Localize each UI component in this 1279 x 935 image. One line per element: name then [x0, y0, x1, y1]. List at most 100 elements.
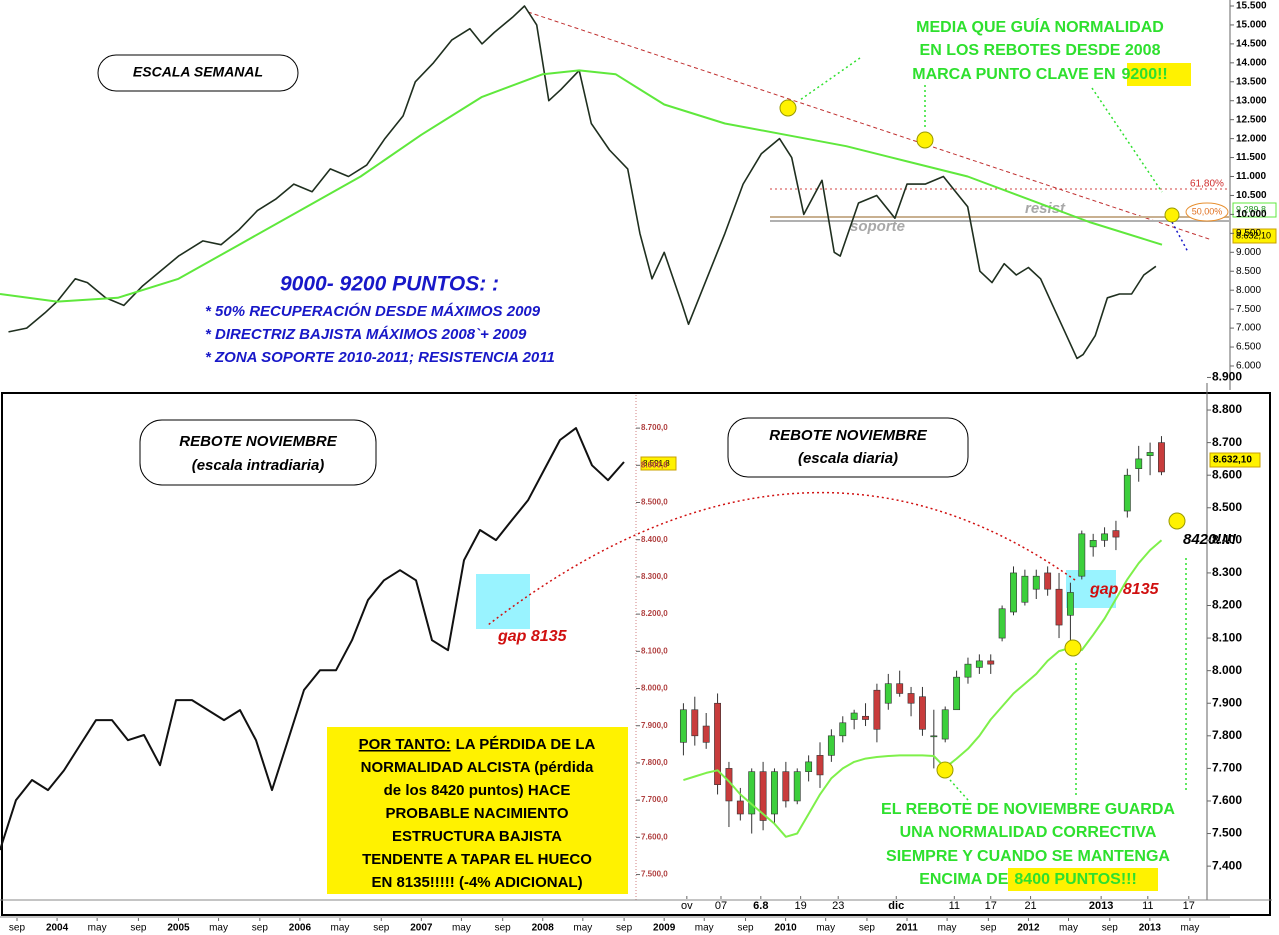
markers	[779, 99, 1186, 779]
x-tick-label: 2007	[410, 923, 433, 934]
candle-body	[850, 712, 858, 720]
candle-body	[759, 771, 767, 821]
support-label: soporte	[850, 218, 905, 235]
candle-body	[1078, 533, 1086, 577]
x-tick-label: ov	[681, 900, 693, 912]
arrow	[799, 57, 1163, 193]
fib-label: 61,80%	[1190, 179, 1224, 190]
y-tick-label: 8.000	[1212, 663, 1242, 677]
candle-body	[1123, 474, 1131, 512]
y-tick-label: 8.900	[1212, 370, 1242, 384]
y-tick-label: 8.300,0	[641, 572, 668, 581]
y-tick-label: 8.200,0	[641, 609, 668, 618]
candle-body	[1032, 575, 1040, 590]
y-tick-label: 7.900,0	[641, 721, 668, 730]
candle-body	[1066, 592, 1074, 616]
x-tick-label: 2012	[1017, 923, 1040, 934]
candle-body	[941, 709, 949, 740]
conclusion-box	[327, 727, 628, 894]
x-tick-label: sep	[1102, 923, 1119, 934]
x-tick-label: may	[209, 923, 228, 934]
fib-marker	[1185, 202, 1229, 222]
x-tick-label: 11	[1142, 900, 1153, 912]
x-tick-label: sep	[495, 923, 512, 934]
marker	[1064, 639, 1082, 657]
x-tick-label: may	[1059, 923, 1078, 934]
candle-body	[975, 660, 983, 668]
price-tag	[1232, 228, 1277, 244]
annotation: MEDIA QUE GUÍA NORMALIDAD	[916, 17, 1164, 36]
y-tick-label: 8.500	[1212, 500, 1242, 514]
candle-body	[1055, 588, 1063, 626]
x-tick-label: 2006	[289, 923, 312, 934]
conclusion-line: PROBABLE NACIMIENTO	[385, 805, 568, 822]
y-tick-label: 15.500	[1236, 1, 1267, 12]
x-tick-label: sep	[130, 923, 147, 934]
y-tick-label: 13.000	[1236, 95, 1267, 106]
candle-body	[1044, 572, 1052, 590]
candle-body	[884, 683, 892, 704]
conclusion-line: ESTRUCTURA BAJISTA	[392, 828, 562, 845]
y-tick-label: 8.200	[1212, 598, 1242, 612]
y-tick-label: 8.600	[1212, 467, 1242, 481]
candle-body	[702, 725, 710, 743]
y-tick-label: 7.600,0	[641, 832, 668, 841]
candle-body	[930, 735, 938, 738]
y-tick-label: 14.500	[1236, 39, 1267, 50]
y-tick-label: 10.500	[1236, 190, 1267, 201]
conclusion-lead: POR TANTO:	[359, 736, 451, 753]
line	[8, 5, 1157, 360]
price-tag	[1209, 452, 1261, 468]
candle-body	[1158, 442, 1165, 473]
candle-body	[1146, 452, 1154, 456]
conclusion-line: NORMALIDAD ALCISTA (pérdida	[361, 759, 594, 776]
x-tick-label: may	[573, 923, 592, 934]
x-tick-label: may	[88, 923, 107, 934]
candle-body	[793, 771, 801, 802]
candle-body	[907, 693, 915, 704]
price-tag-text: 8.632,10	[1213, 455, 1252, 466]
candle-body	[998, 608, 1006, 639]
y-tick-label: 7.400	[1212, 858, 1242, 872]
candle-body	[896, 683, 904, 694]
annotation: ENCIMA DE 8400 PUNTOS!!!	[919, 871, 1137, 888]
annotation: MARCA PUNTO CLAVE EN 9200!!	[912, 66, 1168, 83]
candle-body	[1089, 540, 1097, 548]
highlight-text: 8400 PUNTOS!!!	[1014, 871, 1136, 888]
y-tick-label: 8.300	[1212, 565, 1242, 579]
gap-zone	[476, 574, 530, 629]
panel-title: (escala intradiaria)	[192, 457, 325, 474]
candle-body	[748, 771, 756, 815]
candle-body	[953, 676, 961, 711]
summary-line: * 50% RECUPERACIÓN DESDE MÁXIMOS 2009	[205, 302, 541, 320]
trend-line	[527, 11, 1213, 241]
gap-label: gap 8135	[497, 628, 568, 645]
y-tick-label: 9.500	[1236, 228, 1261, 239]
candle-body	[1010, 572, 1017, 613]
y-tick-label: 12.500	[1236, 114, 1267, 125]
annotation: EN LOS REBOTES DESDE 2008	[920, 42, 1161, 59]
x-tick-label: sep	[616, 923, 633, 934]
y-tick-label: 11.000	[1236, 171, 1266, 182]
gap-zone	[1066, 570, 1116, 608]
label-box	[97, 54, 299, 92]
label-box	[139, 419, 377, 486]
x-tick-label: sep	[252, 923, 269, 934]
panel-frame	[1, 392, 1271, 916]
x-tick-label: 6.8	[753, 900, 768, 912]
y-tick-label: 6.000	[1236, 361, 1261, 372]
candle-body	[1101, 533, 1108, 541]
y-tick-label: 8.000,0	[641, 684, 668, 693]
y-tick-label: 7.500	[1212, 826, 1242, 840]
x-tick-label: 11	[949, 900, 960, 912]
highlight	[1008, 868, 1158, 891]
marker	[916, 131, 934, 149]
y-tick-label: 13.500	[1236, 76, 1267, 87]
x-tick-label: may	[816, 923, 835, 934]
price-tag-text: 9.289,8	[1236, 204, 1266, 214]
line	[0, 69, 1163, 303]
y-tick-label: 7.700	[1212, 761, 1242, 775]
candle-body	[964, 663, 972, 678]
fib-label: 50,00%	[1192, 206, 1223, 216]
